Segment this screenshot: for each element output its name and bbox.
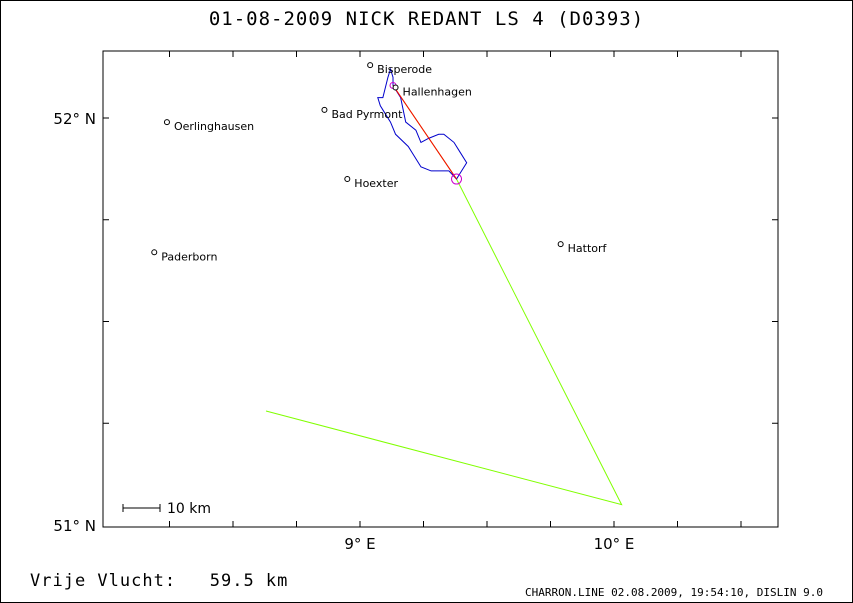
lat-tick-label: 51° N (53, 517, 96, 535)
map-ticks (103, 51, 778, 527)
town-marker (557, 241, 564, 248)
page-title: 01-08-2009 NICK REDANT LS 4 (D0393) (208, 8, 645, 30)
lat-tick-label: 52° N (53, 110, 96, 128)
town-label: Bad Pyrmont (331, 108, 403, 121)
town-label: Hattorf (568, 242, 608, 255)
town-label: Oerlinghausen (174, 120, 254, 133)
town-marker (344, 176, 351, 183)
lon-tick-label: 9° E (344, 535, 375, 553)
town-marker (392, 84, 399, 91)
free-flight-path (392, 85, 457, 180)
town-label: Hoexter (354, 177, 398, 190)
town-marker (163, 119, 170, 126)
town-label: Paderborn (161, 250, 217, 263)
axis-labels: 52° N 51° N 9° E 10° E (53, 110, 634, 553)
flight-track-path (377, 67, 468, 180)
free-flight-line (392, 85, 457, 180)
distance-readout: Vrije Vlucht: 59.5 km (30, 571, 289, 591)
footer-credit: CHARRON.LINE 02.08.2009, 19:54:10, DISLI… (524, 586, 823, 599)
turnpoint-marker (451, 173, 463, 185)
map-frame (102, 50, 779, 528)
flight-track (377, 67, 468, 180)
town-marker (367, 62, 374, 69)
town-label: Hallenhagen (403, 85, 472, 98)
town-label: Bisperode (377, 63, 432, 76)
task-line (265, 85, 623, 506)
scale-bar: 10 km (122, 501, 211, 517)
task-line-path (265, 85, 623, 506)
town-marker (151, 249, 158, 256)
lon-tick-label: 10° E (594, 535, 635, 553)
scale-bar-label: 10 km (167, 501, 211, 517)
town-marker (321, 106, 328, 113)
